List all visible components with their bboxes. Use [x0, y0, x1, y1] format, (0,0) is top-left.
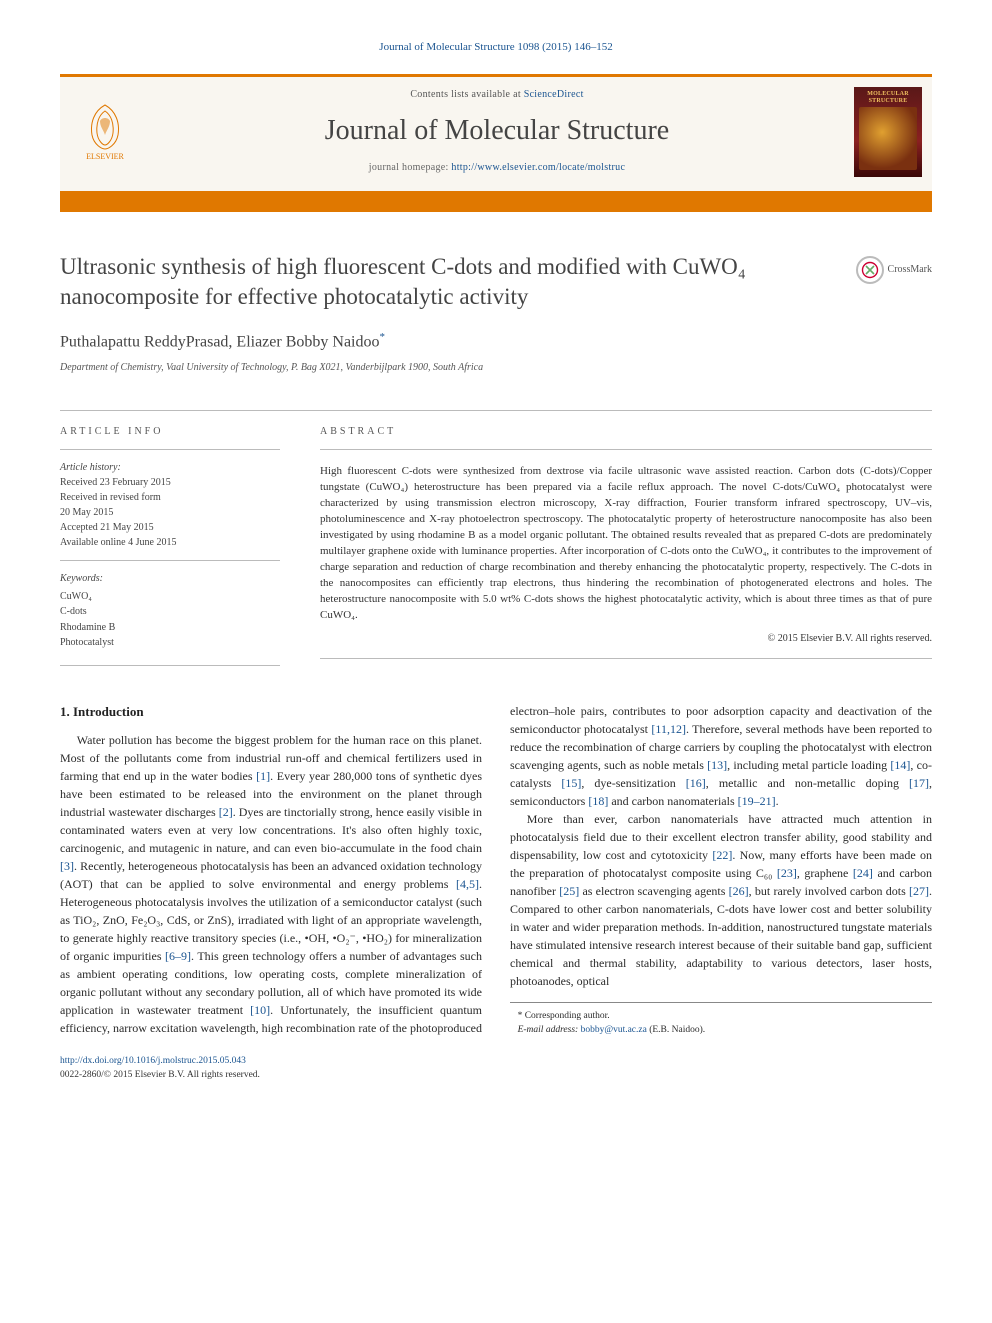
ref-18[interactable]: [18]: [588, 794, 608, 808]
journal-name: Journal of Molecular Structure: [140, 111, 854, 152]
ref-17[interactable]: [17]: [909, 776, 929, 790]
corr-author-note: * Corresponding author.: [510, 1009, 932, 1023]
orange-rule: [60, 194, 932, 212]
abstract-text: High fluorescent C-dots were synthesized…: [320, 450, 932, 631]
elsevier-logo: ELSEVIER: [70, 93, 140, 171]
ref-10[interactable]: [10]: [250, 1003, 270, 1017]
ref-19-21[interactable]: [19–21]: [738, 794, 776, 808]
ref-14[interactable]: [14]: [890, 758, 910, 772]
ref-6-9[interactable]: [6–9]: [165, 949, 191, 963]
crossmark-icon: [856, 256, 884, 284]
issn-copyright: 0022-2860/© 2015 Elsevier B.V. All right…: [60, 1070, 260, 1080]
ref-26[interactable]: [26]: [729, 884, 749, 898]
doi-link[interactable]: http://dx.doi.org/10.1016/j.molstruc.201…: [60, 1056, 246, 1066]
ref-22[interactable]: [22]: [712, 848, 732, 862]
homepage-link[interactable]: http://www.elsevier.com/locate/molstruc: [451, 162, 625, 173]
homepage-line: journal homepage: http://www.elsevier.co…: [140, 161, 854, 176]
ref-25[interactable]: [25]: [559, 884, 579, 898]
abstract-label: ABSTRACT: [320, 411, 932, 450]
ref-24[interactable]: [24]: [853, 866, 873, 880]
ref-27[interactable]: [27]: [909, 884, 929, 898]
ref-4-5[interactable]: [4,5]: [456, 877, 479, 891]
ref-2[interactable]: [2]: [219, 805, 233, 819]
section-heading-1: 1. Introduction: [60, 702, 482, 722]
doi-block: http://dx.doi.org/10.1016/j.molstruc.201…: [60, 1055, 932, 1083]
affiliation: Department of Chemistry, Vaal University…: [60, 361, 932, 376]
crossmark-badge[interactable]: CrossMark: [856, 256, 932, 284]
ref-11-12[interactable]: [11,12]: [651, 722, 686, 736]
corr-marker: *: [379, 331, 385, 343]
ref-16[interactable]: [16]: [686, 776, 706, 790]
footnotes: * Corresponding author. E-mail address: …: [510, 1002, 932, 1038]
article-info-label: ARTICLE INFO: [60, 411, 280, 450]
authors: Puthalapattu ReddyPrasad, Eliazer Bobby …: [60, 330, 932, 354]
ref-1[interactable]: [1]: [256, 769, 270, 783]
ref-3[interactable]: [3]: [60, 859, 74, 873]
abstract-copyright: © 2015 Elsevier B.V. All rights reserved…: [320, 632, 932, 659]
contents-line: Contents lists available at ScienceDirec…: [140, 88, 854, 103]
article-history: Article history: Received 23 February 20…: [60, 450, 280, 560]
article-title: Ultrasonic synthesis of high fluorescent…: [60, 252, 810, 312]
intro-para-2: More than ever, carbon nanomaterials hav…: [510, 810, 932, 990]
top-citation: Journal of Molecular Structure 1098 (201…: [60, 40, 932, 56]
journal-header: ELSEVIER Contents lists available at Sci…: [60, 74, 932, 194]
corr-email-link[interactable]: bobby@vut.ac.za: [581, 1025, 647, 1035]
sciencedirect-link[interactable]: ScienceDirect: [524, 89, 584, 100]
ref-15[interactable]: [15]: [561, 776, 581, 790]
ref-13[interactable]: [13]: [707, 758, 727, 772]
body-columns: 1. Introduction Water pollution has beco…: [60, 702, 932, 1038]
keywords: Keywords: CuWO₄ C-dots Rhodamine B Photo…: [60, 561, 280, 665]
journal-cover-thumb: MOLECULAR STRUCTURE: [854, 87, 922, 177]
email-line: E-mail address: bobby@vut.ac.za (E.B. Na…: [510, 1023, 932, 1037]
ref-23[interactable]: [23]: [777, 866, 797, 880]
